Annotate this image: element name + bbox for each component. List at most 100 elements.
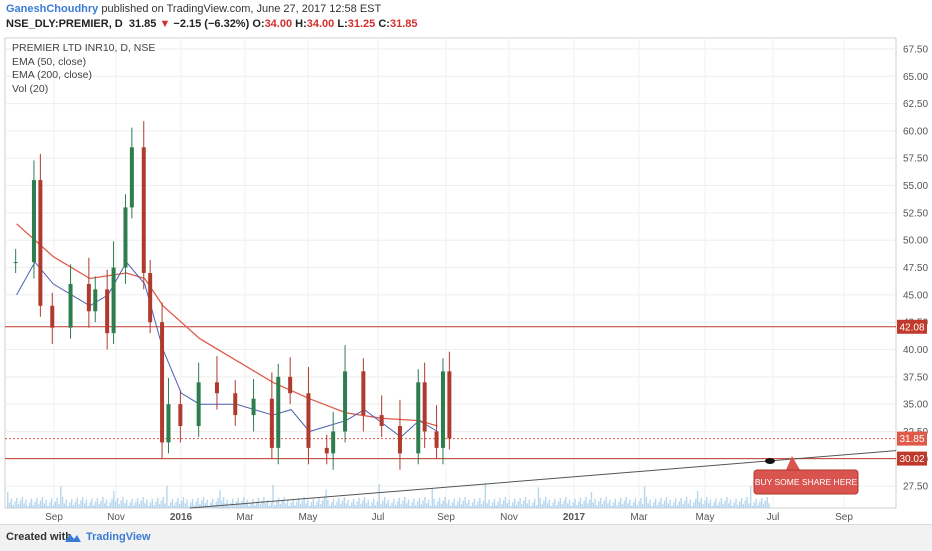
y-tick-label: 45.00 (903, 290, 928, 301)
volume-bar (230, 502, 232, 508)
volume-bar (354, 505, 357, 508)
volume-bar (535, 505, 538, 508)
volume-bar (632, 502, 635, 508)
candle-body (343, 371, 348, 432)
candle-body (38, 180, 43, 306)
volume-bar (380, 504, 382, 508)
candle-body (93, 289, 98, 312)
publish-line: GaneshChoudhry published on TradingView.… (6, 3, 381, 15)
volume-bar (528, 499, 530, 508)
volume-bar (437, 501, 439, 508)
volume-bar (307, 499, 309, 508)
volume-bar (60, 486, 62, 508)
volume-bar (548, 499, 551, 508)
volume-bar (405, 503, 408, 508)
volume-bar (14, 501, 16, 508)
volume-bar (257, 497, 260, 508)
volume-bar (559, 497, 562, 508)
price-label-tag (897, 319, 927, 334)
volume-bar (290, 502, 293, 508)
volume-bar (497, 501, 499, 508)
volume-bar (87, 506, 89, 508)
volume-bar (39, 500, 42, 508)
volume-bar (190, 502, 192, 508)
volume-bar (609, 499, 611, 508)
candle-body (269, 398, 274, 448)
price-chart[interactable]: 27.5030.0032.5035.0037.5040.0042.5045.00… (0, 34, 932, 524)
volume-bar (56, 497, 58, 508)
volume-bar (749, 485, 752, 508)
volume-bar (316, 501, 318, 508)
volume-bar (149, 502, 152, 508)
volume-bar (620, 497, 622, 508)
volume-bar (325, 489, 327, 508)
volume-bar (550, 506, 552, 508)
volume-bar (678, 501, 681, 508)
volume-bar (524, 497, 527, 508)
volume-bar (233, 505, 236, 508)
volume-bar (543, 500, 545, 508)
volume-bar (581, 504, 584, 508)
volume-bar (374, 505, 377, 508)
volume-bar (351, 502, 353, 508)
volume-bar (153, 505, 155, 508)
author-link[interactable]: GaneshChoudhry (6, 3, 99, 15)
volume-bar (294, 505, 296, 508)
volume-bar (113, 491, 115, 508)
volume-bar (28, 502, 31, 508)
volume-bar (654, 498, 657, 508)
volume-bar (413, 498, 415, 508)
volume-bar (329, 506, 331, 508)
created-with-label: Created with (6, 531, 73, 543)
legend-title: PREMIER LTD INR10, D, NSE (12, 42, 156, 54)
candle-body (331, 431, 336, 454)
volume-bar (369, 506, 371, 508)
volume-bar (501, 504, 503, 508)
volume-bar (292, 498, 294, 508)
volume-bar (590, 492, 593, 508)
volume-bar (431, 488, 433, 508)
volume-bar (166, 485, 168, 508)
volume-bar (585, 497, 587, 508)
volume-bar (740, 497, 743, 508)
volume-bar (477, 501, 479, 508)
candle-body (251, 398, 256, 416)
candle-body (324, 447, 329, 454)
volume-bar (737, 505, 739, 508)
volume-bar (433, 498, 435, 508)
volume-bar (526, 503, 529, 508)
trend-line (189, 450, 897, 509)
volume-bar (332, 498, 335, 508)
volume-bar (715, 498, 717, 508)
volume-bar (491, 502, 494, 508)
volume-bar (373, 498, 375, 508)
volume-bar (680, 497, 682, 508)
volume-bar (733, 502, 735, 508)
volume-bar (627, 503, 629, 508)
volume-bar (367, 499, 369, 508)
volume-bar (563, 500, 565, 508)
volume-bar (184, 503, 186, 508)
symbol-label: NSE_DLY:PREMIER, D (6, 18, 123, 30)
volume-bar (665, 497, 668, 508)
tradingview-brand-link[interactable]: TradingView (86, 531, 151, 543)
volume-bar (30, 498, 33, 508)
volume-bar (506, 503, 508, 508)
volume-bar (296, 501, 298, 508)
volume-bar (308, 506, 311, 508)
volume-bar (303, 497, 305, 508)
candle-body (288, 376, 293, 394)
candle-body (141, 147, 146, 273)
volume-bar (47, 506, 49, 508)
volume-bar (700, 497, 702, 508)
volume-bar (636, 505, 638, 508)
volume-bar (409, 506, 411, 508)
volume-bar (393, 498, 395, 508)
volume-bar (345, 503, 347, 508)
volume-bar (488, 499, 490, 508)
volume-bar (396, 501, 399, 508)
volume-bar (442, 500, 444, 508)
y-tick-label: 55.00 (903, 181, 928, 192)
volume-bar (764, 500, 767, 508)
volume-bar (202, 497, 205, 508)
